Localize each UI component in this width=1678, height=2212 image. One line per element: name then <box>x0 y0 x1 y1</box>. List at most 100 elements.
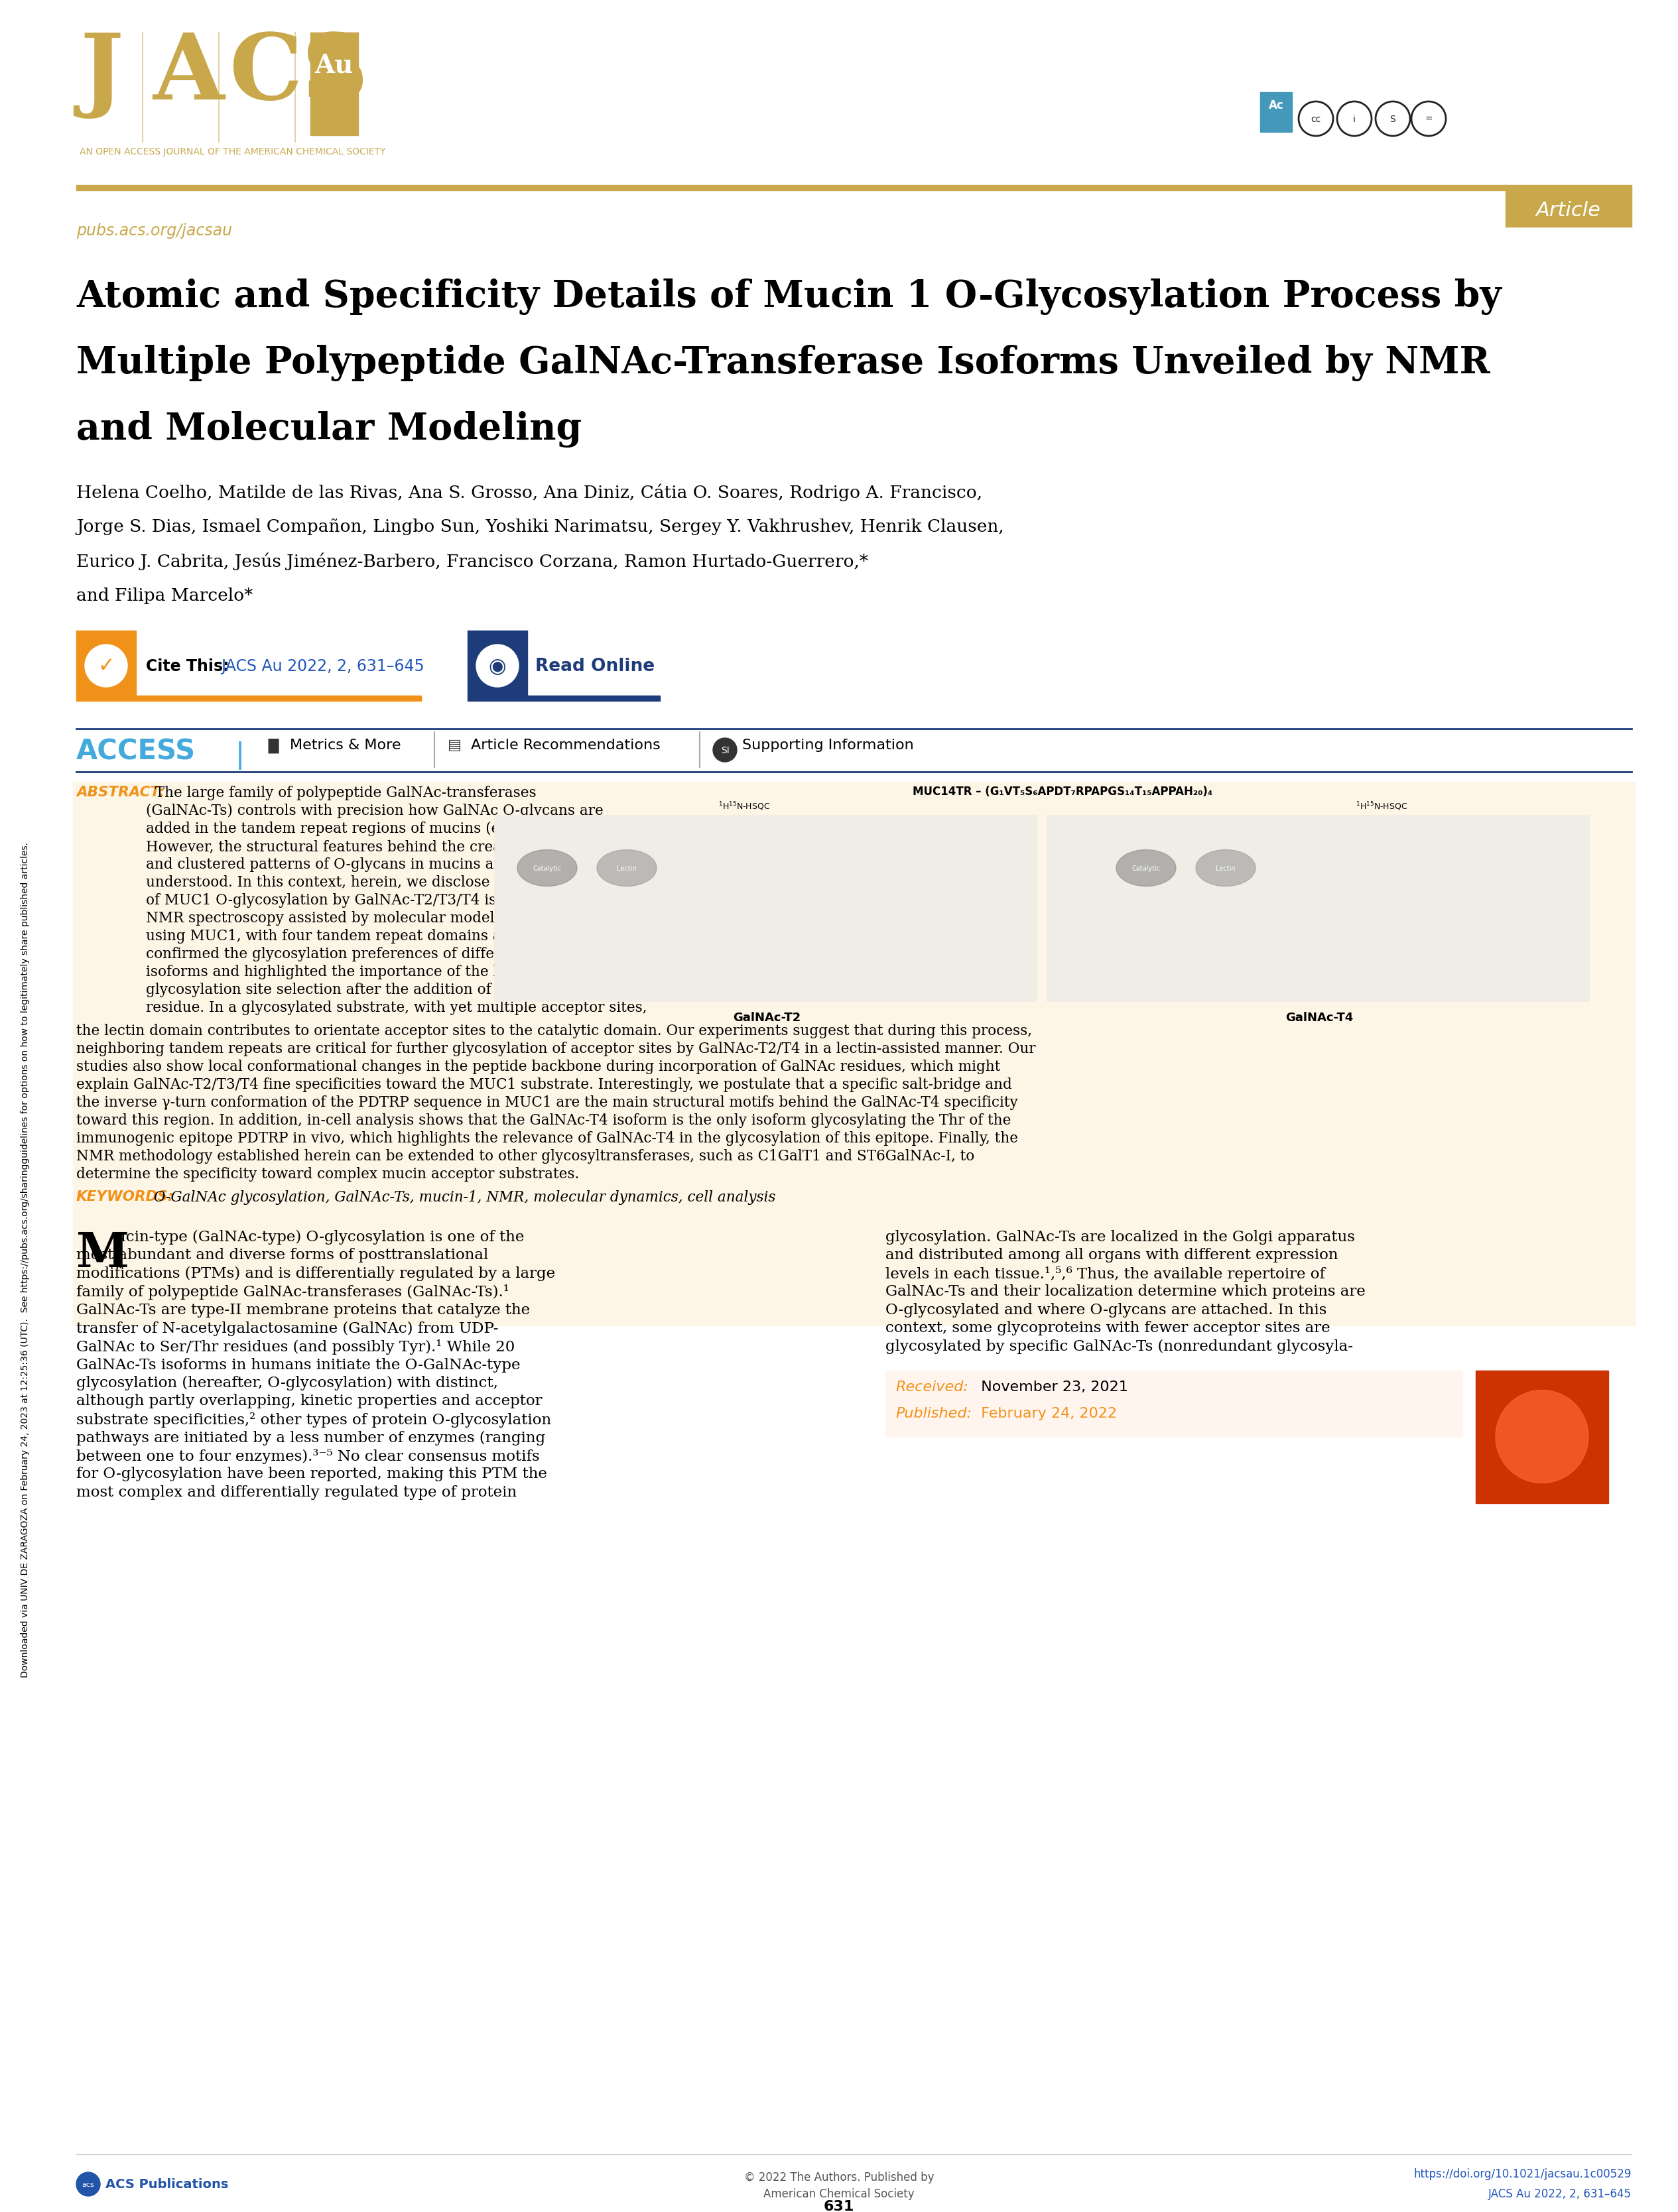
Text: the lectin domain contributes to orientate acceptor sites to the catalytic domai: the lectin domain contributes to orienta… <box>76 1024 1032 1037</box>
Text: C: C <box>228 29 302 119</box>
Text: S: S <box>1389 115 1396 124</box>
Text: pubs.acs.org/jacsau: pubs.acs.org/jacsau <box>76 223 232 239</box>
Text: https://doi.org/10.1021/jacsau.1c00529: https://doi.org/10.1021/jacsau.1c00529 <box>1415 2168 1631 2179</box>
Circle shape <box>86 646 128 688</box>
Text: JACS Au 2022, 2, 631–645: JACS Au 2022, 2, 631–645 <box>1488 2188 1631 2199</box>
Text: O-GalNAc glycosylation, GalNAc-Ts, mucin-1, NMR, molecular dynamics, cell analys: O-GalNAc glycosylation, GalNAc-Ts, mucin… <box>149 1190 775 1206</box>
Ellipse shape <box>517 849 577 887</box>
Ellipse shape <box>597 849 656 887</box>
Text: A: A <box>153 29 223 119</box>
Text: studies also show local conformational changes in the peptide backbone during in: studies also show local conformational c… <box>76 1060 1000 1073</box>
Text: added in the tandem repeat regions of mucins (e.g., MUC1).: added in the tandem repeat regions of mu… <box>146 821 584 836</box>
Text: GalNAc-T2: GalNAc-T2 <box>733 1011 800 1024</box>
Text: context, some glycoproteins with fewer acceptor sites are: context, some glycoproteins with fewer a… <box>886 1321 1331 1336</box>
Text: GalNAc-Ts are type-II membrane proteins that catalyze the: GalNAc-Ts are type-II membrane proteins … <box>76 1303 530 1316</box>
Text: glycosylation. GalNAc-Ts are localized in the Golgi apparatus: glycosylation. GalNAc-Ts are localized i… <box>886 1230 1354 1243</box>
Text: ▐▌: ▐▌ <box>262 739 285 754</box>
Text: and Molecular Modeling: and Molecular Modeling <box>76 411 582 447</box>
Text: of MUC1 O-glycosylation by GalNAc-T2/T3/T4 isoforms by: of MUC1 O-glycosylation by GalNAc-T2/T3/… <box>146 894 569 907</box>
Text: KEYWORDS:: KEYWORDS: <box>76 1190 175 1203</box>
Text: Received:: Received: <box>896 1380 968 1394</box>
Text: most abundant and diverse forms of posttranslational: most abundant and diverse forms of postt… <box>76 1248 488 1263</box>
Text: February 24, 2022: February 24, 2022 <box>972 1407 1118 1420</box>
Text: transfer of N-acetylgalactosamine (GalNAc) from UDP-: transfer of N-acetylgalactosamine (GalNA… <box>76 1321 498 1336</box>
Text: GalNAc to Ser/Thr residues (and possibly Tyr).¹ While 20: GalNAc to Ser/Thr residues (and possibly… <box>76 1338 515 1354</box>
Text: glycosylated by specific GalNAc-Ts (nonredundant glycosyla-: glycosylated by specific GalNAc-Ts (nonr… <box>886 1338 1352 1354</box>
Text: Eurico J. Cabrita, Jesús Jiménez-Barbero, Francisco Corzana, Ramon Hurtado-Guerr: Eurico J. Cabrita, Jesús Jiménez-Barbero… <box>76 553 868 571</box>
Text: neighboring tandem repeats are critical for further glycosylation of acceptor si: neighboring tandem repeats are critical … <box>76 1042 1035 1055</box>
Text: levels in each tissue.¹,⁵,⁶ Thus, the available repertoire of: levels in each tissue.¹,⁵,⁶ Thus, the av… <box>886 1265 1326 1281</box>
Text: most complex and differentially regulated type of protein: most complex and differentially regulate… <box>76 1484 517 1500</box>
Text: ABSTRACT:: ABSTRACT: <box>76 785 164 799</box>
Text: |: | <box>235 741 245 770</box>
Bar <box>72 783 1634 1325</box>
Text: i: i <box>1352 115 1356 124</box>
Text: explain GalNAc-T2/T3/T4 fine specificities toward the MUC1 substrate. Interestin: explain GalNAc-T2/T3/T4 fine specificiti… <box>76 1077 1012 1093</box>
Text: Article: Article <box>1535 201 1601 219</box>
Text: Cite This:: Cite This: <box>146 659 235 675</box>
Text: and Filipa Marcelo*: and Filipa Marcelo* <box>76 588 253 604</box>
Circle shape <box>477 646 519 688</box>
Text: J: J <box>79 29 122 119</box>
Text: ACS Publications: ACS Publications <box>106 2177 228 2190</box>
Text: © 2022 The Authors. Published by
American Chemical Society: © 2022 The Authors. Published by America… <box>743 2170 935 2199</box>
Bar <box>1260 93 1292 133</box>
Text: Jorge S. Dias, Ismael Compañon, Lingbo Sun, Yoshiki Narimatsu, Sergey Y. Vakhrus: Jorge S. Dias, Ismael Compañon, Lingbo S… <box>76 518 1003 535</box>
Text: for O-glycosylation have been reported, making this PTM the: for O-glycosylation have been reported, … <box>76 1467 547 1482</box>
Bar <box>468 630 527 697</box>
Text: Supporting Information: Supporting Information <box>742 739 915 752</box>
Text: Au: Au <box>315 53 354 77</box>
Text: family of polypeptide GalNAc-transferases (GalNAc-Ts).¹: family of polypeptide GalNAc-transferase… <box>76 1285 510 1301</box>
Text: GalNAc-Ts and their localization determine which proteins are: GalNAc-Ts and their localization determi… <box>886 1285 1366 1298</box>
Text: M: M <box>76 1230 129 1276</box>
Text: $^{1}$H$^{15}$N-HSQC: $^{1}$H$^{15}$N-HSQC <box>1356 801 1408 812</box>
Text: isoforms and highlighted the importance of the lectin domain in the: isoforms and highlighted the importance … <box>146 964 638 980</box>
Text: Lectin: Lectin <box>1217 865 1235 872</box>
Text: understood. In this context, herein, we disclose the full process: understood. In this context, herein, we … <box>146 876 606 889</box>
Text: Published:: Published: <box>896 1407 972 1420</box>
Circle shape <box>76 2172 101 2197</box>
Text: NMR methodology established herein can be extended to other glycosyltransferases: NMR methodology established herein can b… <box>76 1148 975 1164</box>
Text: November 23, 2021: November 23, 2021 <box>972 1380 1128 1394</box>
Text: and clustered patterns of O-glycans in mucins are poorly: and clustered patterns of O-glycans in m… <box>146 856 559 872</box>
Text: ◉: ◉ <box>488 657 507 677</box>
Ellipse shape <box>1196 849 1255 887</box>
Text: between one to four enzymes).³⁻⁵ No clear consensus motifs: between one to four enzymes).³⁻⁵ No clea… <box>76 1449 540 1464</box>
Circle shape <box>1495 1391 1589 1484</box>
Text: ACCESS: ACCESS <box>76 737 196 765</box>
Bar <box>1475 1371 1608 1504</box>
Text: =: = <box>1425 115 1433 124</box>
Text: residue. In a glycosylated substrate, with yet multiple acceptor sites,: residue. In a glycosylated substrate, wi… <box>146 1000 648 1015</box>
Text: glycosylation site selection after the addition of the first GalNAc: glycosylation site selection after the a… <box>146 982 614 998</box>
Text: toward this region. In addition, in-cell analysis shows that the GalNAc-T4 isofo: toward this region. In addition, in-cell… <box>76 1113 1012 1128</box>
Bar <box>310 33 357 135</box>
Text: Helena Coelho, Matilde de las Rivas, Ana S. Grosso, Ana Diniz, Cátia O. Soares, : Helena Coelho, Matilde de las Rivas, Ana… <box>76 484 982 502</box>
Text: ▤: ▤ <box>448 739 461 752</box>
Bar <box>1047 816 1589 1002</box>
Text: using MUC1, with four tandem repeat domains as a substrate, we: using MUC1, with four tandem repeat doma… <box>146 929 624 942</box>
Text: the inverse γ-turn conformation of the PDTRP sequence in MUC1 are the main struc: the inverse γ-turn conformation of the P… <box>76 1095 1019 1110</box>
Text: Metrics & More: Metrics & More <box>290 739 401 752</box>
Text: Ac: Ac <box>1269 100 1284 111</box>
Text: determine the specificity toward complex mucin acceptor substrates.: determine the specificity toward complex… <box>76 1166 579 1181</box>
Bar <box>493 816 1037 1002</box>
Text: Downloaded via UNIV DE ZARAGOZA on February 24, 2023 at 12:25:36 (UTC).  See htt: Downloaded via UNIV DE ZARAGOZA on Febru… <box>20 843 30 1677</box>
Text: cc: cc <box>1311 115 1321 124</box>
Text: substrate specificities,² other types of protein O-glycosylation: substrate specificities,² other types of… <box>76 1411 552 1427</box>
Text: JACS Au 2022, 2, 631–645: JACS Au 2022, 2, 631–645 <box>221 659 425 675</box>
Text: ucin-type (GalNAc-type) O-glycosylation is one of the: ucin-type (GalNAc-type) O-glycosylation … <box>116 1230 524 1245</box>
Text: S: S <box>302 29 369 119</box>
Text: confirmed the glycosylation preferences of different GalNAc-Ts: confirmed the glycosylation preferences … <box>146 947 604 962</box>
Text: Multiple Polypeptide GalNAc-Transferase Isoforms Unveiled by NMR: Multiple Polypeptide GalNAc-Transferase … <box>76 345 1490 380</box>
Text: However, the structural features behind the creation of well-defined: However, the structural features behind … <box>146 838 641 854</box>
Bar <box>76 630 136 697</box>
Text: Article Recommendations: Article Recommendations <box>472 739 661 752</box>
Bar <box>886 1371 1463 1438</box>
Bar <box>76 697 421 701</box>
Text: 631: 631 <box>824 2199 854 2212</box>
Text: The large family of polypeptide GalNAc-transferases: The large family of polypeptide GalNAc-t… <box>146 785 537 801</box>
Text: NMR spectroscopy assisted by molecular modeling protocols. By: NMR spectroscopy assisted by molecular m… <box>146 911 618 925</box>
Text: MUC14TR – (G₁VT₅S₆APDT₇RPAPGS₁₄T₁₅APPAH₂₀)₄: MUC14TR – (G₁VT₅S₆APDT₇RPAPGS₁₄T₁₅APPAH₂… <box>913 785 1213 799</box>
Text: SI: SI <box>720 745 730 754</box>
Text: Catalytic: Catalytic <box>534 865 562 872</box>
